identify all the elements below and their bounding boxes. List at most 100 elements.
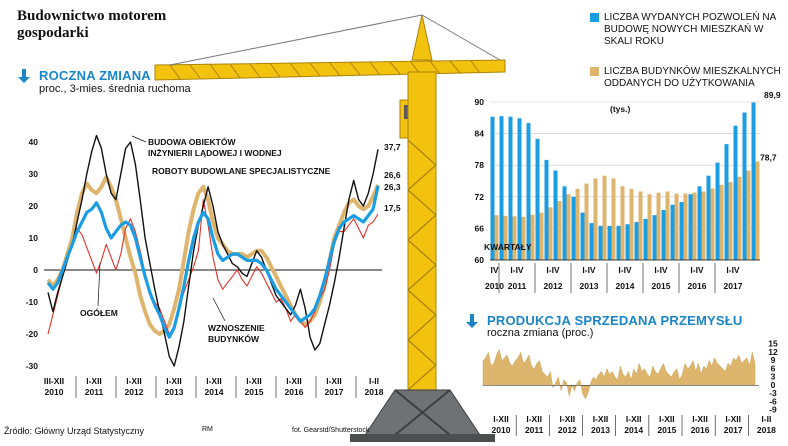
x-tick-range: I-XII: [692, 414, 708, 424]
series-line: [46, 185, 380, 339]
x-tick-range: I-XII: [626, 414, 642, 424]
bar: [602, 175, 607, 260]
industry-chart-title: PRODUKCJA SPRZEDANA PRZEMYSŁU: [487, 313, 743, 328]
bar: [580, 212, 585, 260]
x-tick-range: I-XII: [286, 376, 302, 386]
x-tick-year: 2017: [325, 387, 344, 397]
series-annotation-label: ROBOTY BUDOWLANE SPECJALISTYCZNE: [152, 166, 331, 176]
x-tick-year: 2010: [485, 281, 504, 291]
series-line: [47, 134, 379, 367]
x-tick-range: I-IV: [546, 265, 560, 275]
annual-change-line-chart: 403020100-10-20-3037,726,626,317,5BUDOWA…: [26, 134, 401, 398]
area-series: [482, 348, 756, 400]
bar: [688, 194, 693, 260]
bar: [755, 161, 760, 260]
bar: [742, 112, 747, 260]
crane-base: [350, 389, 495, 442]
y-tick-label: 20: [29, 201, 39, 211]
series-annotation-line: BUDOWA OBIEKTÓW: [148, 136, 236, 147]
series-line: [47, 199, 379, 335]
bar: [521, 216, 526, 260]
series-annotation-line: BUDYNKÓW: [208, 333, 260, 344]
bar: [620, 186, 625, 260]
x-tick-range: I-XII: [725, 414, 741, 424]
bar: [683, 193, 688, 260]
bar: [548, 207, 553, 260]
x-tick-year: 2012: [558, 425, 577, 435]
industry-area-chart: 15129630-3-6-9I-XII2010I-XII2011I-XII201…: [482, 339, 778, 436]
bar: [724, 144, 729, 260]
x-tick-range: I-XII: [493, 414, 509, 424]
bar: [697, 186, 702, 260]
y-tick-label: -3: [769, 388, 777, 398]
legend-label-permits: LICZBA WYDANYCH POZWOLEŃ NA BUDOWĘ NOWYC…: [604, 12, 776, 47]
annotation-leader-line: [97, 262, 101, 307]
series-end-label: 89,9: [764, 90, 781, 100]
bar: [593, 178, 598, 260]
series-annotation-label: WZNOSZENIE BUDYNKÓW: [208, 323, 265, 344]
y-tick-label: 90: [475, 97, 485, 107]
bar: [737, 176, 742, 260]
series-end-label: 26,6: [384, 170, 401, 180]
x-tick-range: I-XII: [206, 376, 222, 386]
x-tick-year: 2018: [365, 387, 384, 397]
bar: [607, 225, 612, 260]
bar: [494, 215, 499, 260]
x-tick-range: I-XII: [126, 376, 142, 386]
annotation-leader-line: [212, 297, 226, 322]
bar: [625, 224, 630, 260]
x-tick-year: 2010: [45, 387, 64, 397]
bar: [670, 204, 675, 260]
bar: [616, 225, 621, 260]
x-tick-year: 2012: [125, 387, 144, 397]
legend-swatch-completions: [590, 67, 599, 76]
y-unit-label: (tys.): [610, 104, 630, 114]
y-tick-label: 30: [29, 169, 39, 179]
series-end-label: 37,7: [384, 142, 401, 152]
bar: [665, 191, 670, 260]
x-tick-year: 2013: [165, 387, 184, 397]
series-annotation-label: BUDOWA OBIEKTÓW INŻYNIERII LĄDOWEJ I WODN…: [148, 136, 282, 158]
bar: [647, 194, 652, 260]
arrow-down-icon: [18, 69, 30, 83]
y-tick-label: 6: [771, 363, 776, 373]
y-tick-label: 12: [768, 347, 778, 357]
bar: [674, 193, 679, 260]
bar: [719, 184, 724, 260]
headline: Budownictwo motorem gospodarki: [17, 8, 167, 41]
bar: [499, 116, 504, 260]
y-tick-label: -6: [769, 396, 777, 406]
bar: [503, 215, 508, 260]
left-chart-title: ROCZNA ZMIANA: [39, 68, 151, 83]
legend-label-completions: LICZBA BUDYNKÓW MIESZKALNYCH ODDANYCH DO…: [604, 66, 781, 89]
series-annotation-label: OGÓŁEM: [80, 307, 118, 318]
bar: [544, 159, 549, 260]
x-tick-year: 2017: [724, 281, 743, 291]
x-tick-year: 2016: [688, 281, 707, 291]
y-tick-label: 0: [33, 265, 38, 275]
bar: [589, 223, 594, 260]
bar: [661, 210, 666, 260]
y-tick-label: -30: [26, 361, 39, 371]
x-tick-range: I-IV: [690, 265, 704, 275]
x-tick-year: 2015: [657, 425, 676, 435]
bar: [751, 102, 756, 260]
bar: [517, 118, 522, 260]
bar: [562, 186, 567, 260]
y-tick-label: 78: [475, 160, 485, 170]
x-tick-year: 2018: [757, 425, 776, 435]
x-tick-range: I-XII: [659, 414, 675, 424]
x-tick-range: I-XII: [560, 414, 576, 424]
bar: [490, 116, 495, 260]
x-tick-range: I-XII: [593, 414, 609, 424]
bar: [692, 192, 697, 260]
x-tick-year: 2015: [245, 387, 264, 397]
bar: [571, 196, 576, 260]
x-tick-year: 2012: [544, 281, 563, 291]
bar: [557, 201, 562, 260]
bar: [638, 191, 643, 260]
bar: [652, 215, 657, 260]
y-tick-label: 40: [29, 137, 39, 147]
bar: [629, 188, 634, 260]
